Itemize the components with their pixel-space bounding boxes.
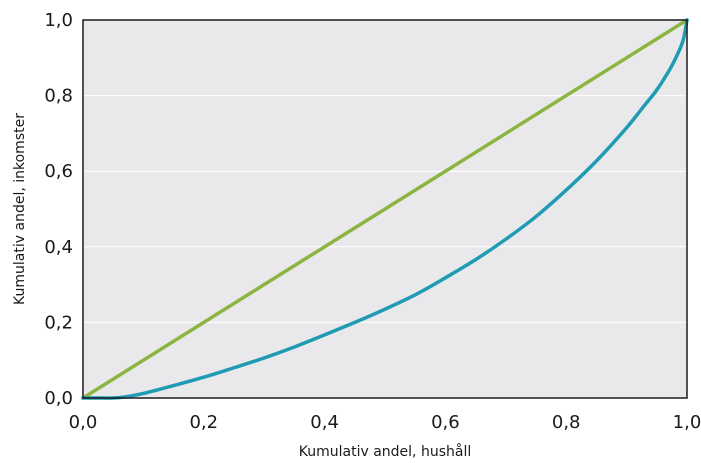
y-tick-label: 0,0 xyxy=(44,388,73,409)
y-axis-label: Kumulativ andel, inkomster xyxy=(12,113,28,305)
y-axis-ticks: 0,0 0,2 0,4 0,6 0,8 1,0 xyxy=(44,10,73,409)
x-tick-label: 1,0 xyxy=(673,412,701,433)
equality-line xyxy=(81,18,689,400)
x-tick-label: 0,8 xyxy=(552,412,581,433)
x-axis-ticks: 0,0 0,2 0,4 0,6 0,8 1,0 xyxy=(69,412,701,433)
series-layer xyxy=(81,18,689,400)
y-tick-label: 0,4 xyxy=(44,237,73,258)
lorenz-curve xyxy=(81,18,689,400)
x-axis-label: Kumulativ andel, hushåll xyxy=(299,443,471,460)
y-tick-label: 0,6 xyxy=(44,161,73,182)
x-tick-label: 0,4 xyxy=(310,412,339,433)
plot-frame xyxy=(82,19,688,399)
x-tick-label: 0,0 xyxy=(69,412,98,433)
y-tick-label: 1,0 xyxy=(44,10,73,31)
y-tick-label: 0,2 xyxy=(44,312,73,333)
y-tick-label: 0,8 xyxy=(44,86,73,107)
x-tick-label: 0,6 xyxy=(431,412,460,433)
x-tick-label: 0,2 xyxy=(189,412,218,433)
